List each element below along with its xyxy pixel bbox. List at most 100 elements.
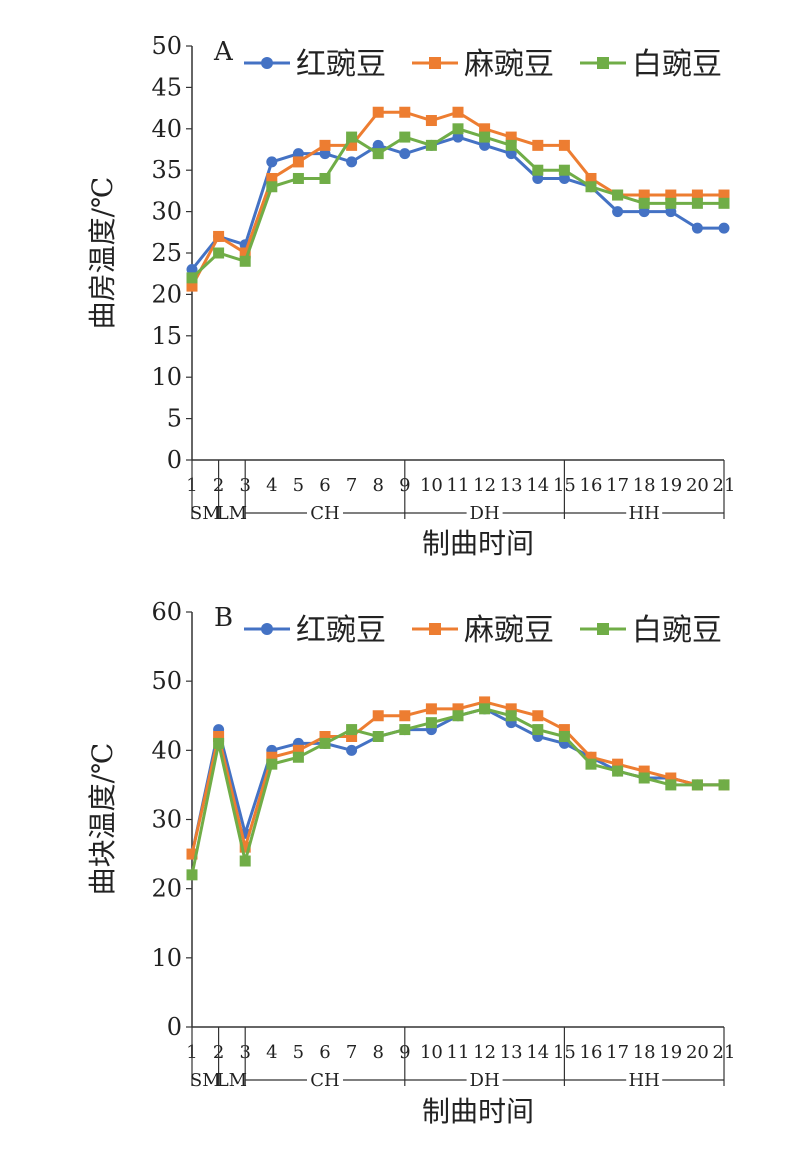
data-point — [372, 106, 384, 118]
data-point — [346, 724, 358, 736]
stage-label-dh: DH — [470, 1070, 500, 1091]
data-point — [532, 172, 544, 184]
data-point — [718, 222, 730, 234]
data-point — [186, 848, 198, 860]
y-tick-label: 30 — [151, 198, 182, 226]
x-tick-label: 16 — [580, 475, 603, 496]
stage-label-sm: SM — [190, 1070, 221, 1091]
stage-label-lm: LM — [217, 503, 247, 524]
data-point — [612, 758, 624, 770]
x-tick-label: 4 — [266, 475, 277, 496]
data-point — [479, 139, 491, 151]
data-point — [452, 131, 464, 143]
legend-label: 白豌豆 — [632, 613, 722, 648]
panel-label: A — [213, 37, 234, 67]
data-point — [319, 148, 331, 160]
data-point — [479, 696, 491, 708]
x-tick-label: 20 — [686, 1042, 709, 1063]
data-point — [372, 139, 384, 151]
data-point — [558, 731, 570, 742]
data-point — [532, 164, 544, 176]
y-tick-label: 40 — [151, 736, 182, 764]
data-point — [425, 139, 437, 151]
data-point — [665, 772, 677, 784]
y-tick-label: 0 — [167, 446, 182, 474]
data-point — [718, 189, 730, 201]
data-point — [213, 737, 225, 749]
data-point — [425, 703, 437, 715]
data-point — [558, 139, 570, 151]
stage-label-lm: LM — [217, 1070, 247, 1091]
y-tick-label: 45 — [151, 73, 182, 101]
x-axis-label: 制曲时间 — [422, 1095, 534, 1128]
data-point — [186, 264, 198, 276]
data-point — [346, 131, 358, 143]
data-point — [346, 156, 358, 168]
legend-marker — [429, 57, 441, 69]
data-point — [372, 710, 384, 722]
stage-label-ch: CH — [310, 503, 339, 524]
data-point — [585, 172, 597, 184]
x-tick-label: 12 — [473, 1042, 496, 1063]
data-point — [532, 139, 544, 151]
y-tick-label: 5 — [167, 405, 182, 433]
x-tick-label: 10 — [420, 1042, 443, 1063]
data-point — [425, 717, 437, 729]
stage-label-dh: DH — [470, 503, 500, 524]
data-point — [346, 744, 358, 756]
data-point — [691, 189, 703, 201]
data-point — [372, 148, 384, 160]
x-tick-label: 19 — [659, 475, 682, 496]
data-point — [718, 779, 730, 791]
data-point — [505, 148, 517, 160]
legend-label: 白豌豆 — [632, 47, 722, 82]
data-point — [612, 189, 624, 201]
y-axis-label: 曲块温度/℃ — [86, 743, 119, 896]
legend-label: 麻豌豆 — [464, 47, 554, 82]
panel-label: B — [214, 603, 233, 633]
x-tick-label: 7 — [346, 475, 357, 496]
data-point — [638, 206, 650, 218]
y-tick-label: 20 — [151, 280, 182, 308]
data-point — [399, 724, 411, 736]
x-tick-label: 17 — [606, 1042, 629, 1063]
x-tick-label: 4 — [266, 1042, 277, 1063]
data-point — [452, 106, 464, 118]
data-point — [558, 724, 570, 736]
x-tick-label: 10 — [420, 475, 443, 496]
data-point — [452, 123, 464, 135]
y-tick-label: 40 — [151, 115, 182, 143]
data-point — [479, 703, 491, 715]
x-tick-label: 14 — [526, 1042, 549, 1063]
y-tick-label: 25 — [151, 239, 182, 267]
y-tick-label: 20 — [151, 875, 182, 903]
stage-label-bg — [626, 1068, 663, 1090]
x-tick-label: 17 — [606, 475, 629, 496]
x-tick-label: 11 — [447, 1042, 470, 1063]
data-point — [292, 148, 304, 160]
y-tick-label: 15 — [151, 322, 182, 350]
data-point — [532, 724, 544, 736]
x-tick-label: 20 — [686, 475, 709, 496]
legend-label: 红豌豆 — [296, 47, 386, 82]
x-tick-label: 14 — [526, 475, 549, 496]
data-point — [638, 772, 650, 784]
y-tick-label: 35 — [151, 156, 182, 184]
data-point — [638, 765, 650, 777]
stage-label-ch: CH — [310, 1070, 339, 1091]
stage-label-sm: SM — [190, 503, 221, 524]
data-point — [585, 181, 597, 193]
x-tick-label: 13 — [500, 1042, 523, 1063]
data-point — [399, 106, 411, 118]
y-tick-label: 30 — [151, 806, 182, 834]
data-point — [691, 197, 703, 209]
data-point — [213, 247, 225, 259]
data-point — [612, 206, 624, 218]
data-point — [718, 197, 730, 209]
x-tick-label: 12 — [473, 475, 496, 496]
data-point — [505, 131, 517, 143]
legend-marker — [597, 623, 609, 635]
